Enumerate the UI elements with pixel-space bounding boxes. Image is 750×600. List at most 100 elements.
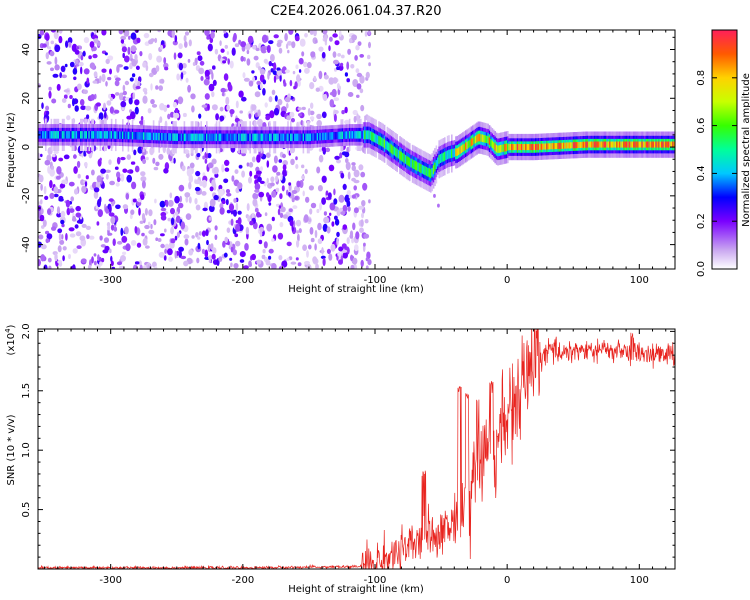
ridge-cell	[598, 141, 600, 148]
noise-cell	[99, 196, 102, 203]
noise-cell	[139, 220, 144, 224]
ridge-cell	[589, 141, 592, 148]
ridge-cell	[670, 141, 673, 148]
noise-cell	[254, 182, 261, 191]
noise-cell	[295, 257, 299, 261]
noise-cell	[364, 30, 368, 37]
noise-cell	[223, 178, 229, 184]
y-tick-label: 0	[21, 144, 32, 150]
noise-cell	[123, 30, 130, 37]
ridge-cell	[339, 131, 341, 140]
ridge-cell	[228, 133, 230, 142]
noise-cell	[68, 227, 75, 232]
ridge-cell	[148, 132, 151, 140]
noise-cell	[211, 71, 214, 80]
ridge-cell	[579, 141, 582, 148]
noise-cell	[88, 264, 92, 269]
ridge-cell	[54, 131, 57, 139]
ridge-cell	[661, 141, 663, 148]
ridge-cell	[199, 133, 201, 142]
noise-cell	[333, 188, 336, 196]
noise-cell	[270, 54, 275, 62]
noise-cell	[307, 108, 311, 116]
noise-cell	[130, 209, 135, 215]
noise-cell	[153, 166, 159, 171]
noise-cell	[120, 227, 124, 236]
ridge-cell	[259, 133, 261, 142]
noise-cell	[40, 199, 43, 205]
noise-cell	[303, 61, 308, 68]
ridge-cell	[43, 131, 46, 139]
noise-cell	[158, 153, 164, 160]
noise-cell	[254, 207, 259, 213]
noise-cell	[197, 242, 201, 250]
noise-cell	[349, 230, 354, 238]
noise-cell	[121, 43, 127, 47]
chart-title: C2E4.2026.061.04.37.R20	[270, 4, 441, 19]
noise-cell	[266, 160, 270, 168]
snr-multiplier-close: )	[6, 324, 17, 328]
noise-cell	[182, 62, 187, 69]
ridge-cell	[183, 133, 186, 142]
ridge-cell	[301, 133, 303, 142]
noise-cell	[105, 58, 110, 65]
noise-cell	[141, 232, 145, 237]
ridge-cell	[357, 131, 359, 139]
noise-cell	[342, 204, 348, 213]
noise-cell	[56, 206, 61, 215]
snr-panel: -300 -200 -100 0 100 0.5 1.0 1.5 2.0 Height of s…	[4, 323, 676, 595]
noise-cell	[227, 84, 233, 92]
noise-cell	[128, 97, 133, 105]
noise-cell	[321, 247, 324, 255]
ridge-cell	[70, 131, 72, 139]
noise-cell	[206, 35, 210, 40]
noise-cell	[226, 51, 230, 55]
ridge-cell	[375, 134, 377, 144]
noise-cell	[358, 164, 364, 171]
ridge-cell	[298, 133, 300, 142]
ridge-cell	[143, 132, 145, 140]
ridge-cell	[78, 131, 81, 139]
ridge-cell	[462, 144, 464, 152]
ridge-cell	[306, 133, 309, 142]
noise-cell	[226, 192, 232, 197]
noise-cell	[357, 205, 364, 210]
colorbar-ticks: 0.0 0.2 0.4 0.6 0.8	[696, 70, 737, 277]
noise-cell	[40, 153, 43, 158]
noise-cell	[288, 183, 292, 192]
noise-cell	[45, 105, 50, 111]
noise-cell	[336, 255, 339, 261]
noise-cell	[138, 260, 142, 266]
noise-cell	[185, 213, 192, 221]
noise-cell	[299, 38, 306, 47]
noise-cell	[271, 238, 275, 242]
noise-cell	[93, 38, 99, 44]
noise-cell	[361, 200, 366, 207]
ridge-cell	[220, 133, 222, 142]
noise-cell	[342, 252, 348, 259]
noise-cell	[145, 156, 149, 161]
noise-cell	[160, 243, 165, 249]
ridge-cell	[512, 144, 515, 151]
noise-cell	[62, 255, 65, 262]
noise-cell	[201, 191, 207, 196]
noise-cell	[109, 97, 113, 102]
ridge-cell	[435, 160, 438, 169]
noise-cell	[273, 155, 278, 164]
noise-cell	[159, 103, 165, 111]
noise-cell	[160, 233, 165, 237]
noise-cell	[123, 66, 129, 70]
noise-cell	[174, 235, 178, 241]
noise-cell	[89, 62, 96, 69]
noise-cell	[96, 175, 102, 183]
ridge-cell	[635, 141, 638, 148]
ridge-cell	[200, 133, 202, 142]
spectrogram-ylabel: Frequency (Hz)	[6, 112, 17, 188]
noise-cell	[331, 88, 337, 98]
noise-cell	[266, 192, 270, 198]
ridge-cell	[232, 133, 235, 142]
ridge-cell	[80, 131, 82, 139]
spectrogram-heatmap	[38, 30, 675, 269]
ridge-cell	[348, 131, 351, 139]
ridge-cell	[71, 131, 74, 139]
